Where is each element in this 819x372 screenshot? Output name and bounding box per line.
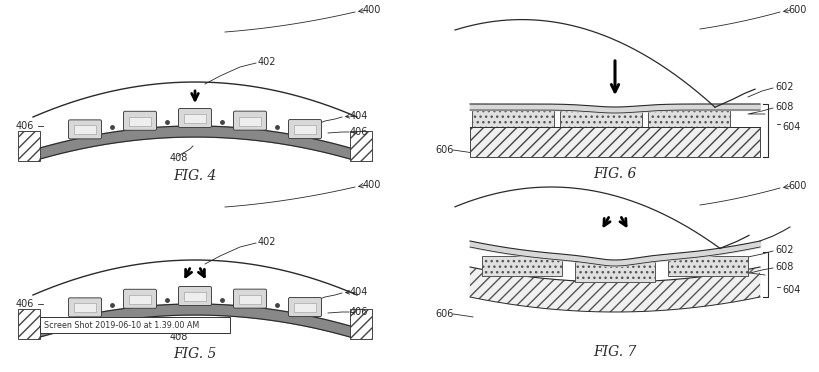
Text: 400: 400 — [363, 180, 381, 190]
Bar — [74, 125, 96, 134]
Text: 406: 406 — [16, 299, 34, 309]
Polygon shape — [40, 304, 350, 337]
Text: 408: 408 — [170, 153, 188, 163]
Text: 402: 402 — [258, 237, 276, 247]
FancyBboxPatch shape — [69, 298, 102, 317]
Polygon shape — [469, 267, 759, 312]
Text: 600: 600 — [787, 5, 805, 15]
Text: 608: 608 — [774, 102, 793, 112]
Text: FIG. 6: FIG. 6 — [593, 167, 636, 181]
Text: 400: 400 — [363, 5, 381, 15]
Text: 600: 600 — [787, 181, 805, 191]
Bar — [129, 117, 151, 126]
Bar — [647, 110, 729, 127]
Bar — [40, 317, 229, 333]
Bar — [350, 131, 372, 161]
Text: 402: 402 — [258, 57, 276, 67]
FancyBboxPatch shape — [124, 111, 156, 130]
Text: 608: 608 — [774, 262, 793, 272]
Bar — [238, 117, 260, 126]
Bar — [472, 110, 554, 127]
Bar — [74, 303, 96, 312]
Text: Screen Shot 2019-06-10 at 1.39.00 AM: Screen Shot 2019-06-10 at 1.39.00 AM — [44, 321, 199, 330]
FancyBboxPatch shape — [233, 289, 266, 308]
FancyBboxPatch shape — [288, 298, 321, 317]
Bar — [294, 125, 315, 134]
Bar — [183, 292, 206, 301]
Bar — [18, 131, 40, 161]
Text: FIG. 4: FIG. 4 — [173, 169, 216, 183]
Text: 404: 404 — [350, 287, 368, 297]
FancyBboxPatch shape — [179, 109, 211, 128]
FancyBboxPatch shape — [179, 286, 211, 305]
Text: 404: 404 — [350, 111, 368, 121]
Text: 604: 604 — [781, 285, 799, 295]
FancyBboxPatch shape — [288, 119, 321, 138]
Bar — [294, 303, 315, 312]
Bar — [469, 127, 759, 157]
Bar — [350, 309, 372, 339]
Bar — [559, 110, 641, 127]
Text: 408: 408 — [170, 332, 188, 342]
Text: 606: 606 — [434, 309, 453, 319]
Bar — [238, 295, 260, 304]
Bar — [129, 295, 151, 304]
Text: 406: 406 — [350, 127, 368, 137]
FancyBboxPatch shape — [233, 111, 266, 130]
Text: 602: 602 — [774, 82, 793, 92]
Bar — [574, 262, 654, 282]
Text: FIG. 7: FIG. 7 — [593, 345, 636, 359]
Text: 602: 602 — [774, 245, 793, 255]
Polygon shape — [40, 126, 350, 159]
Bar — [183, 114, 206, 123]
Text: 406: 406 — [350, 307, 368, 317]
Text: 406: 406 — [16, 121, 34, 131]
Bar — [667, 256, 747, 276]
Text: 604: 604 — [781, 122, 799, 132]
FancyBboxPatch shape — [69, 120, 102, 139]
Text: 606: 606 — [434, 145, 453, 155]
Bar — [482, 256, 561, 276]
FancyBboxPatch shape — [124, 289, 156, 308]
Bar — [18, 309, 40, 339]
Text: FIG. 5: FIG. 5 — [173, 347, 216, 361]
